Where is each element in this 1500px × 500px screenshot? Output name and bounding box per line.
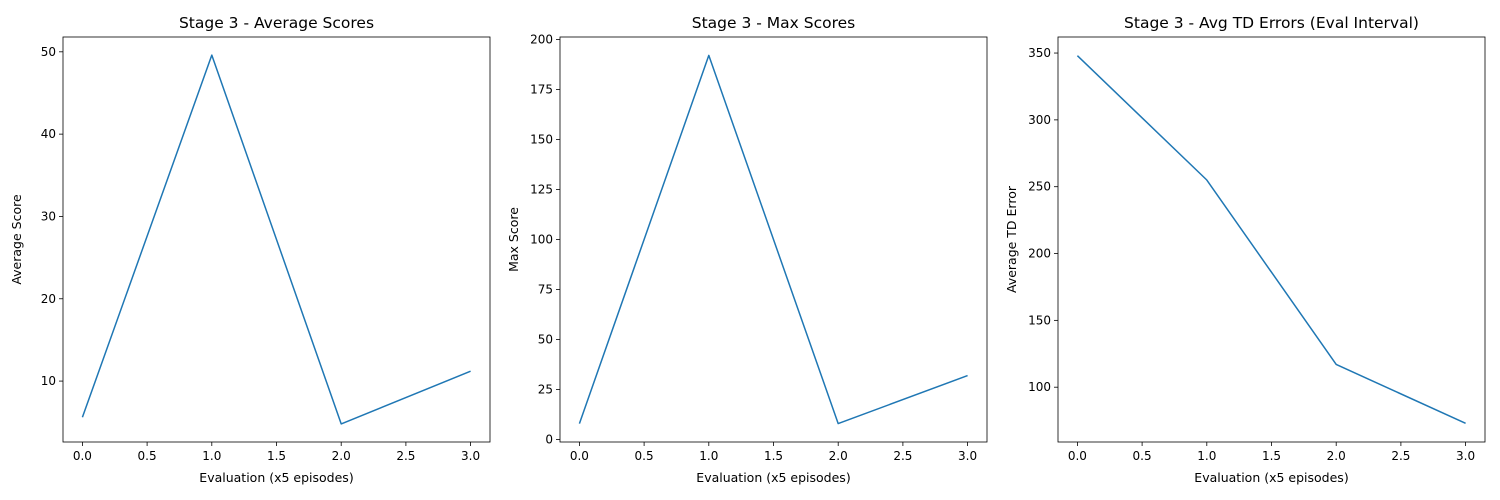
series-line — [1076, 55, 1466, 424]
y-tick-label: 100 — [1028, 380, 1051, 394]
y-tick-label: 75 — [538, 283, 553, 297]
y-tick-label: 150 — [1028, 313, 1051, 327]
x-tick-label: 3.0 — [461, 449, 480, 463]
y-tick-label: 200 — [1028, 247, 1051, 261]
x-tick-label: 0.5 — [138, 449, 157, 463]
series-line — [578, 54, 968, 425]
x-axis-label: Evaluation (x5 episodes) — [199, 470, 353, 485]
x-tick-label: 1.5 — [1262, 449, 1281, 463]
x-tick-label: 0.0 — [1068, 449, 1087, 463]
y-tick-label: 0 — [545, 433, 553, 447]
y-tick-label: 40 — [41, 127, 56, 141]
chart-title: Stage 3 - Avg TD Errors (Eval Interval) — [1124, 14, 1419, 32]
x-tick-label: 3.0 — [958, 449, 977, 463]
y-tick-label: 300 — [1028, 113, 1051, 127]
x-tick-label: 2.0 — [829, 449, 848, 463]
chart-average-scores: 0.0 0.5 1.0 1.5 2.0 2.5 3.0 10 20 30 40 50 Stage 3 -… — [9, 14, 491, 485]
x-tick-label: 3.0 — [1456, 449, 1475, 463]
x-tick-label: 1.5 — [267, 449, 286, 463]
x-tick-label: 0.5 — [1133, 449, 1152, 463]
y-axis-label: Average Score — [9, 194, 24, 285]
series-line — [81, 54, 471, 425]
x-tick-label: 2.5 — [893, 449, 912, 463]
x-tick-label: 0.5 — [635, 449, 654, 463]
x-tick-label: 0.0 — [570, 449, 589, 463]
chart-avg-td-errors: 0.0 0.5 1.0 1.5 2.0 2.5 3.0 100 150 200 250 300 350 S… — [1004, 14, 1486, 485]
y-tick-label: 350 — [1028, 46, 1051, 60]
y-tick-label: 100 — [530, 233, 553, 247]
y-tick-label: 50 — [538, 333, 553, 347]
x-tick-label: 2.0 — [332, 449, 351, 463]
x-tick-label: 2.5 — [1391, 449, 1410, 463]
chart-title: Stage 3 - Average Scores — [179, 14, 374, 32]
y-axis-label: Max Score — [506, 207, 521, 272]
chart-max-scores: 0.0 0.5 1.0 1.5 2.0 2.5 3.0 0 25 50 75 100 125 150 175… — [506, 14, 988, 485]
x-tick-label: 1.0 — [699, 449, 718, 463]
x-tick-label: 1.0 — [202, 449, 221, 463]
x-tick-label: 1.5 — [764, 449, 783, 463]
y-tick-label: 10 — [41, 374, 56, 388]
y-tick-label: 200 — [530, 32, 553, 46]
y-tick-label: 30 — [41, 209, 56, 223]
y-tick-label: 250 — [1028, 180, 1051, 194]
y-tick-label: 20 — [41, 292, 56, 306]
y-tick-label: 175 — [530, 82, 553, 96]
y-tick-label: 50 — [41, 45, 56, 59]
x-axis-label: Evaluation (x5 episodes) — [1194, 470, 1348, 485]
y-tick-label: 125 — [530, 182, 553, 196]
y-tick-label: 150 — [530, 132, 553, 146]
x-tick-label: 0.0 — [73, 449, 92, 463]
x-tick-label: 1.0 — [1197, 449, 1216, 463]
chart-title: Stage 3 - Max Scores — [692, 14, 855, 32]
x-tick-label: 2.0 — [1327, 449, 1346, 463]
y-axis-label: Average TD Error — [1004, 185, 1019, 293]
x-axis-label: Evaluation (x5 episodes) — [696, 470, 850, 485]
x-tick-label: 2.5 — [396, 449, 415, 463]
y-tick-label: 25 — [538, 383, 553, 397]
